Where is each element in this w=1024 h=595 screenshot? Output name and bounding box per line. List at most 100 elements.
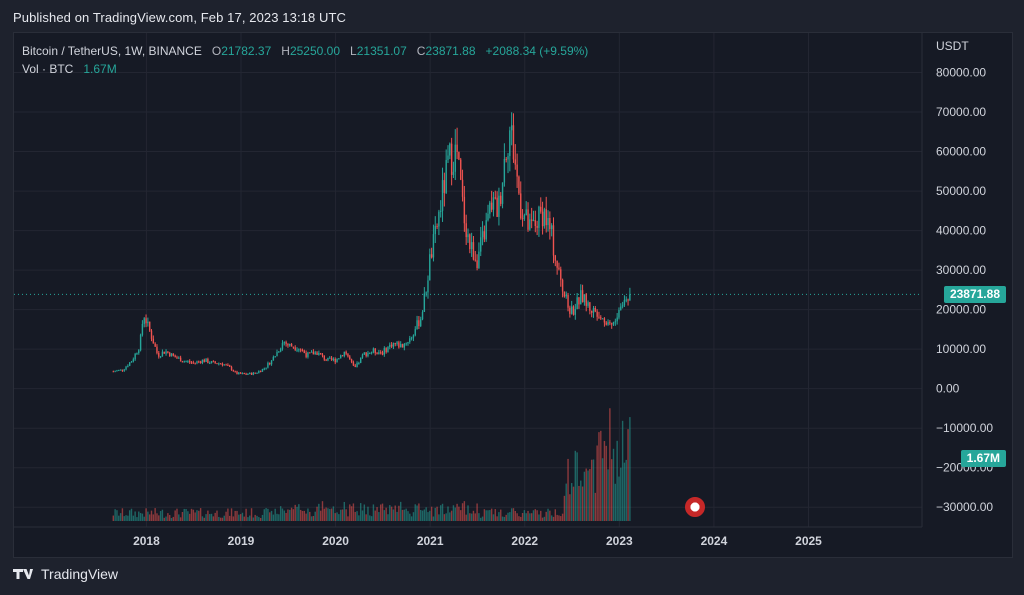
candle-body [269,362,271,365]
volume-bar [441,503,444,521]
us-flag-icon[interactable] [685,497,705,517]
volume-bar [583,471,586,521]
volume-bar [614,483,617,521]
volume-bar [170,517,173,521]
volume-bar [243,516,245,521]
candle-body [283,342,285,344]
change-value: +2088.34 (+9.59%) [485,44,589,58]
candle-body [387,346,389,353]
volume-bar [447,506,449,521]
candle-body [170,353,173,357]
volume-bar [221,517,224,521]
candle-body [198,361,200,363]
volume-bar [225,511,227,521]
candle-body [145,318,147,324]
volume-bar [118,515,120,521]
symbol-label[interactable]: Bitcoin / TetherUS, 1W, BINANCE [22,44,202,58]
volume-bar [154,508,156,521]
volume-bar [560,516,562,521]
volume-bar [285,512,287,521]
volume-bar [532,510,535,521]
candle-body [481,231,484,238]
tradingview-footer[interactable]: TradingView [13,566,118,582]
candle-body [483,231,486,240]
volume-bar [318,503,320,521]
candle-body [330,357,333,360]
candle-body [589,302,591,311]
volume-bar [163,517,165,521]
volume-bar [330,508,333,521]
volume-bar [252,517,255,521]
volume-bar [156,513,158,521]
chart-frame[interactable] [13,32,1013,558]
candle-body [343,351,346,356]
candle-body [378,352,380,355]
candle-body [339,355,342,359]
published-caption: Published on TradingView.com, Feb 17, 20… [13,10,347,25]
candle-body [367,353,369,357]
candle-body [523,215,526,219]
volume-bar [507,512,509,521]
volume-bar [452,505,455,521]
candle-body [467,234,469,238]
candle-body [263,368,265,370]
candle-body [290,343,293,347]
candle-body [190,362,193,364]
volume-bar [205,514,207,521]
volume-bar [512,508,515,521]
candle-body [445,160,447,193]
volume-bar [116,510,118,521]
candle-body [203,359,205,362]
candle-body [359,357,362,363]
volume-bar [400,501,402,521]
candle-body [569,307,571,314]
volume-bar [430,506,433,521]
candle-body [261,368,264,372]
volume-bar [385,507,387,521]
volume-bar [267,508,269,521]
volume-bar [460,510,462,521]
candle-body [214,361,216,364]
candle-body [496,197,498,217]
candle-body [596,311,598,317]
volume-bar [199,508,202,521]
volume-bar [552,516,555,521]
candle-body [223,364,225,366]
volume-bar [469,513,471,521]
candle-body [247,373,249,375]
candle-body [325,359,327,361]
volume-bar [540,510,542,521]
volume-bar [421,510,424,521]
candle-body [487,213,489,221]
volume-bar [607,469,609,521]
volume-bar [625,459,627,521]
candle-body [379,352,382,354]
y-tick-label: 80000.00 [936,66,986,80]
candle-body [452,171,455,175]
candle-body [249,372,251,374]
volume-bar [529,513,531,521]
volume-bar [281,508,284,521]
candle-body [418,320,420,327]
volume-bar [363,504,366,521]
volume-bar [587,470,589,521]
candle-body [314,352,316,355]
volume-bar [372,504,375,521]
volume-bar [167,513,169,521]
volume-bar [150,510,153,521]
volume-label[interactable]: Vol · BTC [22,62,74,76]
volume-bar [152,514,155,521]
candle-body [347,353,349,357]
volume-bar [303,510,305,521]
volume-bar [365,514,367,521]
x-tick-label: 2023 [606,534,633,548]
y-tick-label: 30000.00 [936,263,986,277]
candle-body [312,351,315,355]
candle-body [318,352,320,355]
volume-bar [299,509,302,521]
candle-body [458,152,460,160]
volume-bar [119,513,122,521]
candle-body [259,371,262,373]
candle-body [629,294,631,301]
